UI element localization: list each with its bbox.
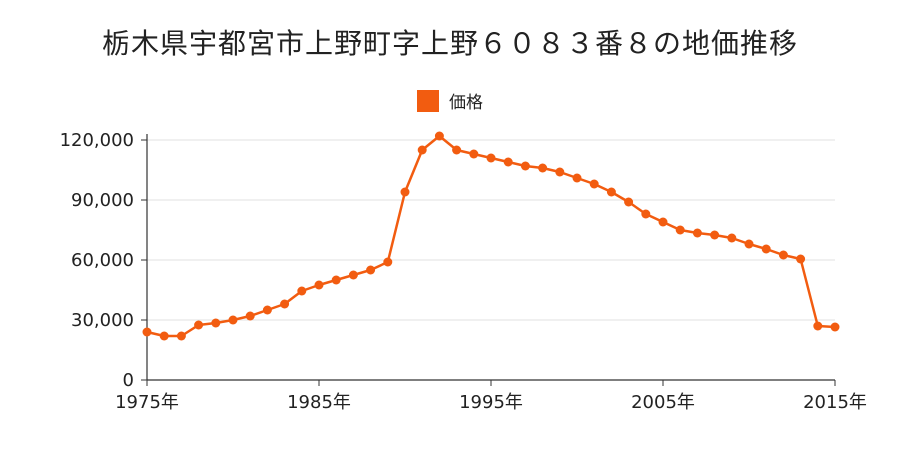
data-point — [194, 320, 204, 330]
data-point — [761, 244, 771, 254]
x-tick-label: 2005年 — [631, 392, 695, 413]
data-point — [520, 161, 530, 171]
data-point — [400, 187, 410, 197]
data-point — [830, 322, 840, 332]
data-point — [159, 331, 169, 341]
y-tick-label: 60,000 — [71, 250, 134, 271]
y-tick-label: 30,000 — [71, 310, 134, 331]
data-point — [245, 311, 255, 321]
x-tick-label: 1985年 — [287, 392, 351, 413]
data-point — [366, 265, 376, 275]
data-point — [813, 321, 823, 331]
data-point — [606, 187, 616, 197]
y-tick-label: 120,000 — [60, 130, 134, 151]
data-point — [452, 145, 462, 155]
data-point — [589, 179, 599, 189]
data-point — [624, 197, 634, 207]
axes — [141, 134, 836, 386]
data-point — [675, 225, 685, 235]
data-point — [727, 233, 737, 243]
data-point — [280, 299, 290, 309]
data-point — [692, 228, 702, 238]
grid-lines — [147, 139, 835, 321]
x-tick-label: 2015年 — [803, 392, 867, 413]
data-point — [555, 167, 565, 177]
chart-legend: 価格 — [0, 88, 900, 113]
x-tick-label: 1975年 — [115, 392, 179, 413]
x-tick-label: 1995年 — [459, 392, 523, 413]
data-point — [314, 280, 324, 290]
data-point — [331, 275, 341, 285]
data-point — [710, 230, 720, 240]
series-group — [142, 131, 840, 341]
data-point — [538, 163, 548, 173]
data-point — [176, 331, 186, 341]
data-point — [434, 131, 444, 141]
legend-label: 価格 — [449, 93, 483, 113]
data-point — [744, 239, 754, 249]
data-point — [572, 173, 582, 183]
data-point — [796, 254, 806, 264]
data-point — [211, 318, 221, 328]
tick-labels: 0 30,000 60,000 90,000 120,000 1975年 1985年 1995… — [60, 130, 867, 413]
data-point — [658, 217, 668, 227]
data-point — [486, 153, 496, 163]
data-point — [348, 270, 358, 280]
y-tick-label: 0 — [123, 370, 134, 391]
data-point — [383, 257, 393, 267]
legend-swatch — [417, 89, 439, 112]
y-tick-label: 90,000 — [71, 190, 134, 211]
data-point — [503, 157, 513, 167]
data-point — [262, 305, 272, 315]
data-point — [778, 250, 788, 260]
data-point — [142, 327, 152, 337]
chart-title: 栃木県宇都宮市上野町字上野６０８３番８の地価推移 — [101, 27, 798, 60]
data-point — [228, 315, 238, 325]
data-point — [469, 149, 479, 159]
data-point — [641, 209, 651, 219]
data-point — [297, 286, 307, 296]
data-point — [417, 145, 427, 155]
